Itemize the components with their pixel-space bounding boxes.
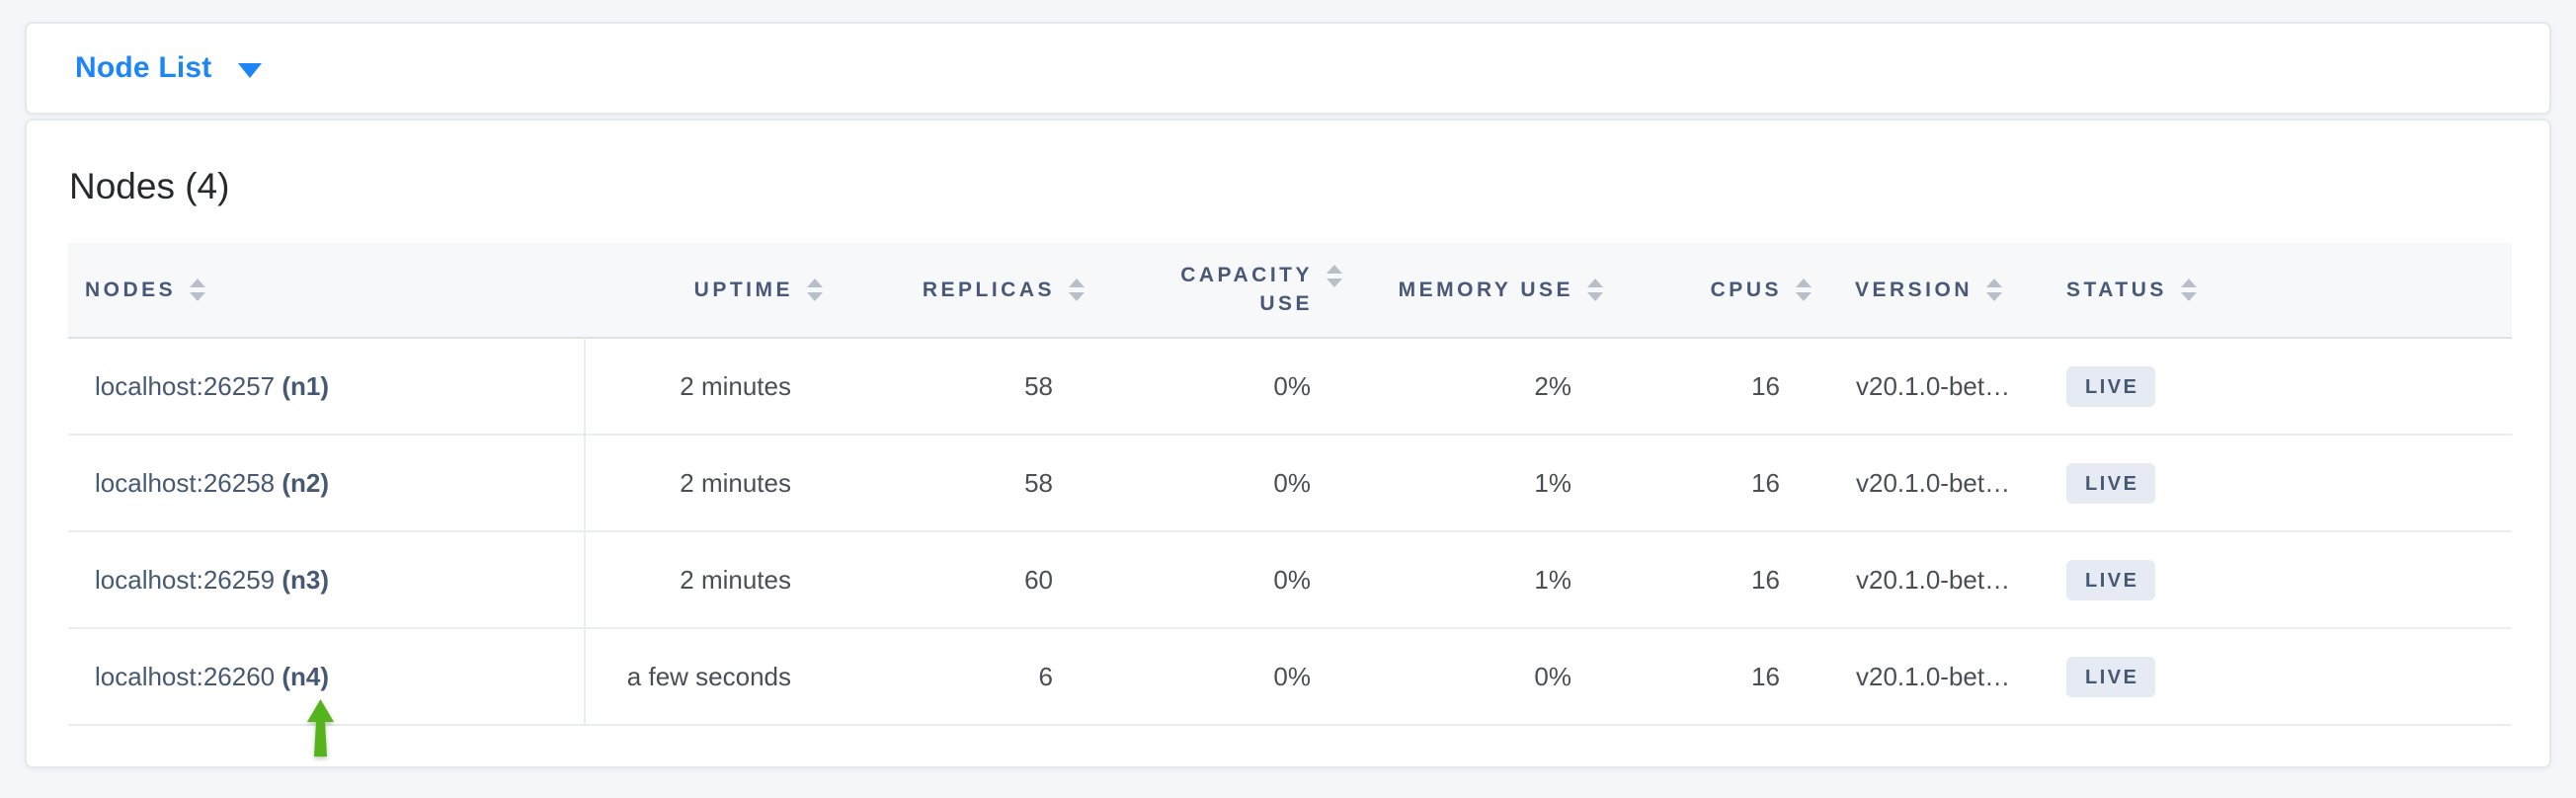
- nodes-table: NODES UPTIME REPLICAS CAPACITY USE MEMORY US…: [68, 243, 2512, 726]
- view-selector-label: Node List: [75, 51, 212, 84]
- cell-replicas: 60: [831, 531, 1092, 629]
- sort-asc-icon: [190, 279, 206, 287]
- column-label: CPUS: [1710, 278, 1782, 301]
- cell-status: LIVE: [2041, 531, 2512, 629]
- cell-uptime: 2 minutes: [584, 531, 831, 629]
- page-title: Nodes (4): [69, 166, 230, 206]
- cell-capacity_use: 0%: [1092, 338, 1350, 436]
- sort-desc-icon: [1069, 292, 1085, 301]
- node-id: (n3): [275, 564, 330, 595]
- nodes-panel: Nodes (4) NODES UPTIME REPLICAS CAPACITY US…: [25, 119, 2551, 768]
- column-header-version[interactable]: VERSION: [1819, 243, 2041, 339]
- sort-icon[interactable]: [190, 279, 206, 301]
- sort-desc-icon: [1587, 292, 1603, 301]
- sort-icon[interactable]: [807, 279, 823, 301]
- status-badge: LIVE: [2066, 462, 2156, 504]
- sort-asc-icon: [1069, 279, 1085, 287]
- sort-asc-icon: [2180, 279, 2197, 287]
- cell-memory_use: 2%: [1350, 338, 1611, 436]
- cell-version: v20.1.0-bet…: [1819, 628, 2041, 726]
- table-body: localhost:26257 (n1) 2 minutes 58 0% 2% 16 v20…: [68, 338, 2512, 726]
- cell-capacity_use: 0%: [1092, 435, 1350, 532]
- sort-icon[interactable]: [1587, 279, 1603, 301]
- sort-asc-icon: [1327, 265, 1342, 275]
- cell-replicas: 58: [831, 338, 1092, 436]
- view-selector-dropdown[interactable]: Node List: [75, 51, 263, 85]
- cell-status: LIVE: [2041, 338, 2512, 436]
- sort-asc-icon: [1796, 279, 1811, 287]
- status-badge: LIVE: [2066, 559, 2156, 600]
- column-label: MEMORY USE: [1398, 278, 1573, 301]
- column-header-replicas[interactable]: REPLICAS: [831, 243, 1092, 339]
- cell-memory_use: 0%: [1350, 628, 1611, 726]
- column-label: UPTIME: [693, 278, 793, 301]
- cell-uptime: a few seconds: [584, 628, 831, 726]
- node-address[interactable]: localhost:26260: [95, 661, 276, 691]
- node-address[interactable]: localhost:26258: [95, 467, 276, 498]
- cell-nodes: localhost:26259 (n3): [68, 531, 585, 629]
- cell-nodes: localhost:26257 (n1): [68, 338, 585, 436]
- column-label: VERSION: [1855, 278, 1973, 301]
- column-header-status[interactable]: STATUS: [2041, 243, 2512, 339]
- table-row[interactable]: localhost:26259 (n3) 2 minutes 60 0% 1% 16 v20…: [68, 531, 2512, 629]
- sort-asc-icon: [1587, 279, 1603, 287]
- sort-desc-icon: [1327, 279, 1342, 288]
- table-header-row: NODES UPTIME REPLICAS CAPACITY USE MEMORY US…: [68, 243, 2512, 339]
- cell-nodes: localhost:26258 (n2): [68, 435, 585, 532]
- cell-replicas: 58: [831, 435, 1092, 532]
- cell-memory_use: 1%: [1350, 435, 1611, 532]
- cell-cpus: 16: [1611, 338, 1819, 436]
- cell-version: v20.1.0-bet…: [1819, 435, 2041, 532]
- sort-icon[interactable]: [1986, 279, 2003, 301]
- node-id: (n1): [275, 370, 330, 401]
- sort-icon[interactable]: [2180, 279, 2197, 301]
- column-label: REPLICAS: [922, 278, 1055, 301]
- node-address[interactable]: localhost:26259: [95, 564, 276, 595]
- sort-icon[interactable]: [1327, 265, 1342, 288]
- cell-nodes: localhost:26260 (n4): [68, 628, 585, 726]
- node-address[interactable]: localhost:26257: [95, 370, 276, 401]
- cell-cpus: 16: [1611, 628, 1819, 726]
- cell-memory_use: 1%: [1350, 531, 1611, 629]
- node-id: (n2): [275, 467, 330, 498]
- status-badge: LIVE: [2066, 656, 2156, 697]
- column-header-uptime[interactable]: UPTIME: [585, 243, 831, 339]
- cell-capacity_use: 0%: [1092, 531, 1350, 629]
- table-row[interactable]: localhost:26257 (n1) 2 minutes 58 0% 2% 16 v20…: [68, 338, 2512, 436]
- column-label: CAPACITY USE: [1180, 264, 1313, 315]
- cell-capacity_use: 0%: [1092, 628, 1350, 726]
- table-header: NODES UPTIME REPLICAS CAPACITY USE MEMORY US…: [68, 243, 2512, 339]
- sort-desc-icon: [1986, 292, 2003, 301]
- cell-replicas: 6: [831, 628, 1092, 726]
- caret-down-icon: [238, 62, 263, 78]
- column-header-memory_use[interactable]: MEMORY USE: [1350, 243, 1611, 339]
- column-header-cpus[interactable]: CPUS: [1611, 243, 1819, 339]
- node-id: (n4): [275, 661, 330, 691]
- cell-cpus: 16: [1611, 435, 1819, 532]
- sort-desc-icon: [2180, 292, 2197, 301]
- sort-asc-icon: [807, 279, 823, 287]
- table-row[interactable]: localhost:26258 (n2) 2 minutes 58 0% 1% 16 v20…: [68, 435, 2512, 532]
- view-selector-bar: Node List: [25, 22, 2551, 115]
- column-header-capacity_use[interactable]: CAPACITY USE: [1092, 243, 1350, 339]
- status-badge: LIVE: [2066, 365, 2156, 407]
- column-label: STATUS: [2066, 278, 2167, 301]
- column-header-nodes[interactable]: NODES: [68, 243, 585, 339]
- column-label: NODES: [85, 278, 177, 301]
- cell-uptime: 2 minutes: [584, 338, 831, 436]
- cell-status: LIVE: [2041, 628, 2512, 726]
- cell-status: LIVE: [2041, 435, 2512, 532]
- sort-desc-icon: [1796, 292, 1811, 301]
- table-row[interactable]: localhost:26260 (n4) a few seconds 6 0% 0% 16…: [68, 628, 2512, 726]
- sort-desc-icon: [190, 292, 206, 301]
- cell-version: v20.1.0-bet…: [1819, 338, 2041, 436]
- sort-icon[interactable]: [1069, 279, 1085, 301]
- cell-cpus: 16: [1611, 531, 1819, 629]
- sort-icon[interactable]: [1796, 279, 1811, 301]
- sort-desc-icon: [807, 292, 823, 301]
- sort-asc-icon: [1986, 279, 2003, 287]
- cell-uptime: 2 minutes: [584, 435, 831, 532]
- cell-version: v20.1.0-bet…: [1819, 531, 2041, 629]
